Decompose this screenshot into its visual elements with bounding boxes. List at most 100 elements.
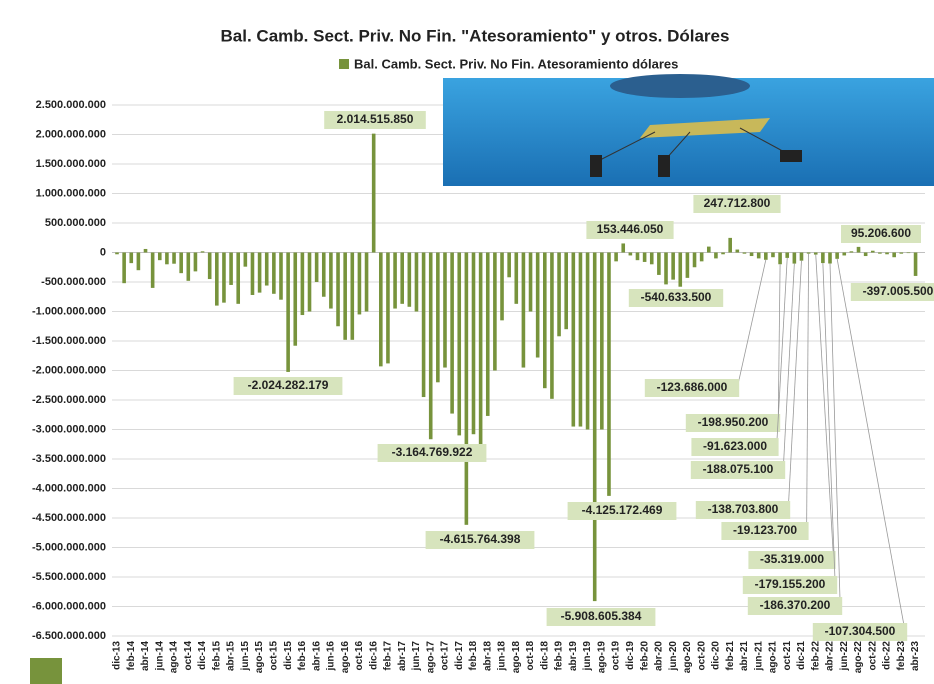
bar [856,246,861,253]
x-tick-label: dic-21 [796,641,807,670]
x-tick-label: feb-15 [211,641,222,671]
data-label: -35.319.000 [760,552,824,566]
leader-line [776,257,788,448]
x-tick-label: oct-20 [696,641,707,671]
data-label-box [690,461,786,479]
x-tick-label: abr-15 [226,641,237,671]
data-label-box [377,444,487,462]
bar [892,252,896,258]
bar [550,252,554,399]
x-tick-label: jun-19 [582,641,593,672]
bar [749,252,754,257]
bar [735,249,740,253]
bar [115,252,119,255]
bar [350,252,355,340]
photo-figure [590,155,602,177]
data-label: -2.024.282.179 [248,378,329,392]
data-label-box [586,221,674,239]
bar [828,252,832,264]
y-tick-label: 1.500.000.000 [36,158,106,170]
x-tick-label: dic-15 [283,641,294,670]
bar [485,252,490,416]
x-tick-label: feb-23 [896,641,907,671]
bar [250,252,255,295]
bar [471,252,476,435]
bar [414,252,419,312]
data-label: 247.712.800 [704,196,771,210]
x-tick-label: ago-19 [596,641,607,674]
x-tick-label: feb-16 [297,641,308,671]
bar [585,252,590,430]
bar [157,252,162,261]
bar [885,252,889,255]
bar [443,252,447,368]
x-tick-label: ago-22 [853,641,864,674]
data-label: -138.703.800 [708,502,779,516]
bar [614,252,618,262]
x-tick-label: abr-20 [654,641,665,671]
data-label: 2.014.515.850 [337,112,414,126]
y-tick-label: -4.000.000.000 [32,482,106,494]
bar [806,252,811,254]
bar [621,243,626,253]
data-label: 95.206.600 [851,226,911,240]
bar [343,252,347,340]
y-tick-label: 500.000.000 [45,217,106,229]
data-label: -19.123.700 [733,523,797,537]
leader-line [836,258,906,633]
data-label: -91.623.000 [703,439,767,453]
leader-line [815,254,834,561]
y-tick-label: 1.000.000.000 [36,187,106,199]
bar [314,252,319,282]
y-tick-label: -500.000.000 [41,276,106,288]
x-tick-label: abr-17 [397,641,408,671]
y-tick-label: -6.500.000.000 [32,630,106,642]
x-tick-label: oct-14 [183,641,194,671]
bar [521,252,526,368]
bar [792,252,797,264]
bar [257,252,262,293]
bar [635,252,640,261]
bar [321,252,326,297]
data-label: -4.615.764.398 [440,532,521,546]
x-tick-label: ago-20 [682,641,693,674]
data-label-box [693,195,781,213]
x-tick-label: jun-17 [411,641,422,672]
y-tick-label: 2.500.000.000 [36,99,106,111]
x-tick-label: oct-17 [440,641,451,671]
bar [813,252,818,255]
bar [428,252,433,440]
bar [535,252,540,358]
bar [364,252,369,312]
x-tick-label: oct-21 [782,641,793,671]
data-label: -5.908.605.384 [561,609,642,623]
bar [728,237,732,253]
x-tick-label: dic-18 [539,641,550,670]
x-tick-label: ago-15 [254,641,265,674]
x-tick-label: jun-22 [839,641,850,672]
leader-line [822,263,836,586]
bar [464,252,469,525]
bar [150,252,155,288]
x-tick-label: feb-21 [725,641,736,671]
x-tick-label: dic-14 [197,641,208,670]
x-tick-label: jun-14 [154,641,165,672]
bar [706,246,711,253]
bar [507,252,511,278]
bar [122,252,126,284]
x-tick-label: feb-14 [126,641,137,671]
data-label-box [841,225,921,243]
leader-line [806,253,810,532]
data-label-box [628,289,724,307]
corner-box [30,658,62,684]
bar [514,252,519,304]
bar [678,252,683,287]
x-tick-label: feb-20 [639,641,650,671]
x-tick-label: abr-19 [568,641,579,671]
bar [642,252,647,262]
bar [386,252,390,364]
data-label: -179.155.200 [755,577,826,591]
x-tick-label: jun-16 [326,641,337,672]
bar [457,252,462,436]
x-tick-label: oct-18 [525,641,536,671]
